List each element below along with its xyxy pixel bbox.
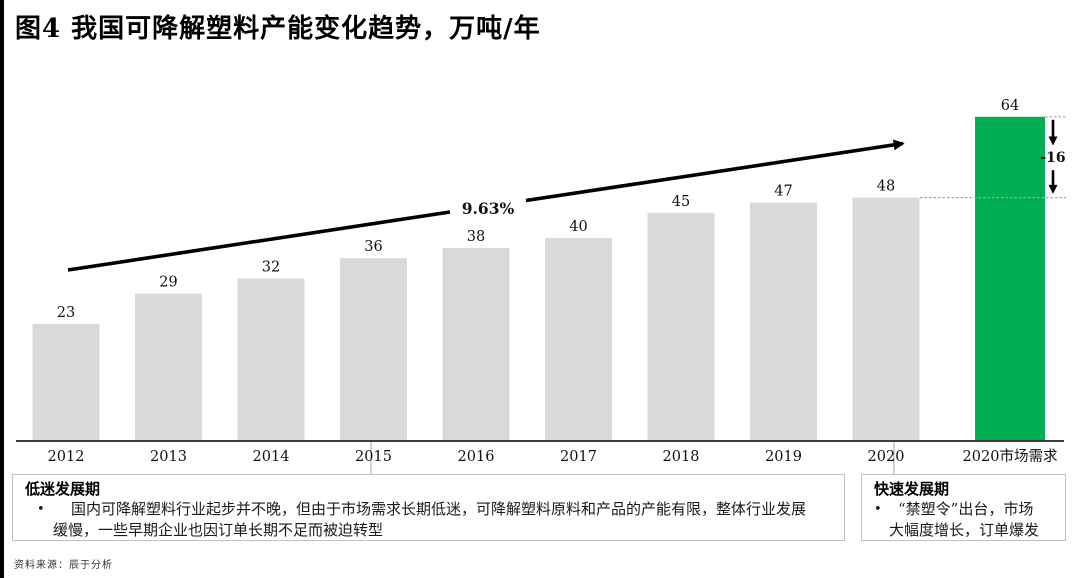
bar-2016 (442, 248, 510, 440)
bar-value-label: 32 (262, 259, 280, 275)
period-box-slow-phase: 低迷发展期 • 国内可降解塑料行业起步并不晚，但由于市场需求长期低迷，可降解塑料原… (12, 474, 845, 541)
period-bullet-fast-text: “禁塑令”出台，市场 大幅度增长，订单爆发 (889, 500, 1040, 539)
bar-value-label: 47 (774, 184, 792, 200)
bar-2017 (545, 238, 612, 440)
bar-2013 (135, 293, 202, 440)
bar-value-label: 36 (364, 239, 382, 255)
bar-2012 (32, 323, 100, 440)
period-bullet-slow: • 国内可降解塑料行业起步并不晚，但由于市场需求长期低迷，可降解塑料原料和产品的产… (13, 499, 844, 541)
x-axis-label-2017: 2017 (560, 449, 597, 465)
trend-arrow (525, 139, 905, 203)
cagr-label: 9.63% (462, 199, 515, 218)
x-axis-label-2015: 2015 (355, 449, 392, 465)
bar-value-label: 23 (57, 305, 75, 321)
bar-2015 (340, 258, 407, 440)
page-title: 图4 我国可降解塑料产能变化趋势，万吨/年 (15, 14, 541, 44)
x-axis-label-2020市场需求: 2020市场需求 (963, 448, 1058, 465)
bar-value-label: 29 (159, 275, 177, 291)
bar-value-label: 64 (1001, 98, 1019, 114)
bar-value-label: 40 (569, 219, 587, 235)
x-axis-label-2019: 2019 (765, 449, 802, 465)
page-left-border (0, 0, 4, 578)
period-bullet-slow-text: 国内可降解塑料行业起步并不晚，但由于市场需求长期低迷，可降解塑料原料和产品的产能… (53, 500, 807, 539)
period-header-slow: 低迷发展期 (25, 480, 101, 498)
period-header-fast: 快速发展期 (874, 480, 950, 498)
bar-2020 (852, 197, 920, 440)
bar-value-label: 38 (467, 229, 485, 245)
bullet-icon: • (37, 502, 45, 517)
x-axis-label-2016: 2016 (458, 449, 495, 465)
x-axis-label-2013: 2013 (150, 449, 187, 465)
x-axis-label-2012: 2012 (48, 449, 85, 465)
bar-value-label: 48 (877, 179, 895, 195)
x-axis-label-2018: 2018 (663, 449, 700, 465)
bar-value-label: 45 (672, 194, 690, 210)
delta-label: -16 (1040, 150, 1065, 166)
trend-arrow-segment (67, 210, 451, 272)
bar-2018 (647, 212, 715, 440)
bar-2019 (750, 202, 817, 440)
bar-2020市场需求 (975, 116, 1045, 441)
source-note: 资料来源：辰于分析 (14, 560, 113, 571)
bullet-icon: • (874, 502, 882, 517)
x-axis-label-2014: 2014 (253, 449, 290, 465)
x-axis-label-2020: 2020 (868, 449, 905, 465)
capacity-bar-chart: 23 29 32 36 38 40 45 47 48 64 -16 9.63% 2012 2013 2014… (16, 98, 1066, 474)
period-box-fast-phase: 快速发展期 • “禁塑令”出台，市场 大幅度增长，订单爆发 (861, 474, 1066, 541)
period-bullet-fast: • “禁塑令”出台，市场 大幅度增长，订单爆发 (862, 499, 1065, 541)
bar-2014 (237, 278, 305, 440)
